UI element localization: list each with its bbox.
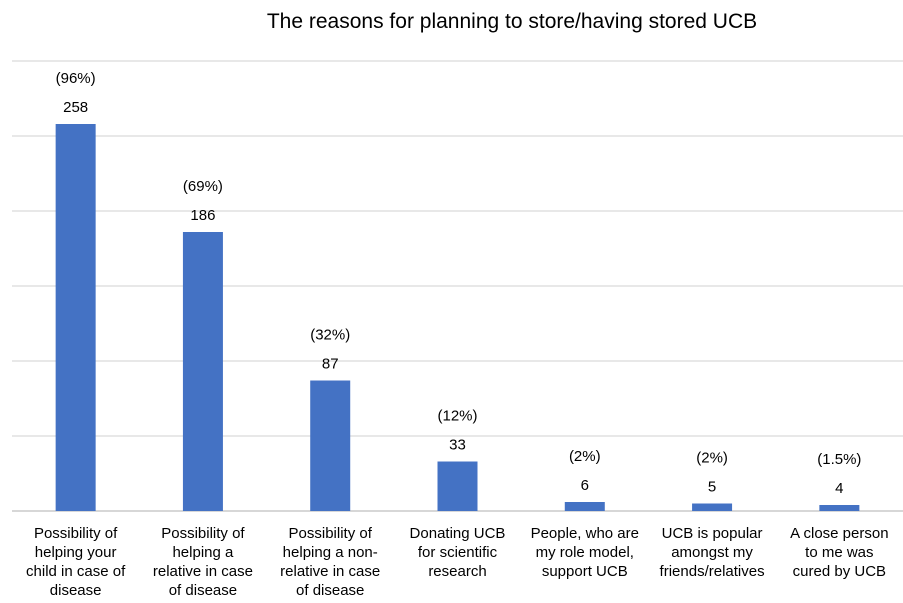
category-tick-label: Possibility of helping a non-relative in … xyxy=(280,525,380,599)
category-tick-line: relative in case xyxy=(153,563,253,580)
category-tick-label: People, who are my role model, support UCB xyxy=(531,525,639,580)
percent-label: (32%) xyxy=(310,327,350,344)
category-tick-line: UCB is popular xyxy=(662,525,763,542)
bars xyxy=(55,124,860,511)
category-tick-label: UCB is popular amongst my friends/relative… xyxy=(660,525,765,580)
category-tick-line: friends/relatives xyxy=(660,563,765,580)
category-tick-line: Donating UCB xyxy=(410,525,506,542)
value-label: 4 xyxy=(835,480,843,497)
percent-label: (2%) xyxy=(696,450,728,467)
value-label: 6 xyxy=(581,477,589,494)
category-tick-line: for scientific xyxy=(418,544,498,561)
data-labels: 258 (96%) 186 (69%) 87 (32%) 33 (12%) 6 (2%) 5 (2%)… xyxy=(56,70,862,497)
chart-title: The reasons for planning to store/having… xyxy=(267,10,757,33)
category-tick-line: People, who are xyxy=(531,525,639,542)
category-tick-line: helping a xyxy=(172,544,234,561)
category-tick-line: Possibility of xyxy=(34,525,118,542)
category-tick-label: Donating UCB for scientific research xyxy=(410,525,506,580)
value-label: 33 xyxy=(449,437,466,454)
percent-label: (1.5%) xyxy=(817,451,861,468)
category-tick-line: child in case of xyxy=(26,563,126,580)
category-tick-line: to me was xyxy=(805,544,873,561)
category-tick-line: research xyxy=(428,563,486,580)
bar xyxy=(55,124,96,511)
percent-label: (69%) xyxy=(183,178,223,195)
category-tick-label: Possibility of helping a relative in case o… xyxy=(153,525,253,599)
bar xyxy=(437,461,478,511)
percent-label: (12%) xyxy=(437,408,477,425)
category-tick-line: cured by UCB xyxy=(793,563,886,580)
value-label: 5 xyxy=(708,479,716,496)
category-tick-line: support UCB xyxy=(542,563,628,580)
gridlines xyxy=(12,60,903,512)
category-tick-line: relative in case xyxy=(280,563,380,580)
category-tick-line: amongst my xyxy=(671,544,753,561)
category-tick-label: Possibility of helping your child in case … xyxy=(26,525,126,599)
bar xyxy=(564,502,605,511)
percent-label: (96%) xyxy=(56,70,96,87)
category-tick-line: Possibility of xyxy=(161,525,245,542)
value-label: 87 xyxy=(322,356,339,373)
category-tick-line: disease xyxy=(50,582,102,599)
category-tick-labels: Possibility of helping your child in case … xyxy=(26,525,889,599)
bar xyxy=(819,505,860,511)
category-tick-line: helping your xyxy=(35,544,117,561)
value-label: 258 xyxy=(63,99,88,116)
category-tick-line: my role model, xyxy=(536,544,634,561)
category-tick-line: of disease xyxy=(296,582,364,599)
category-tick-line: helping a non- xyxy=(283,544,378,561)
category-tick-label: A close person to me was cured by UCB xyxy=(790,525,888,580)
bar xyxy=(310,380,351,511)
bar xyxy=(692,503,733,511)
value-label: 186 xyxy=(190,207,215,224)
percent-label: (2%) xyxy=(569,448,601,465)
category-tick-line: of disease xyxy=(169,582,237,599)
category-tick-line: Possibility of xyxy=(289,525,373,542)
bar xyxy=(182,232,223,511)
category-tick-line: A close person xyxy=(790,525,888,542)
